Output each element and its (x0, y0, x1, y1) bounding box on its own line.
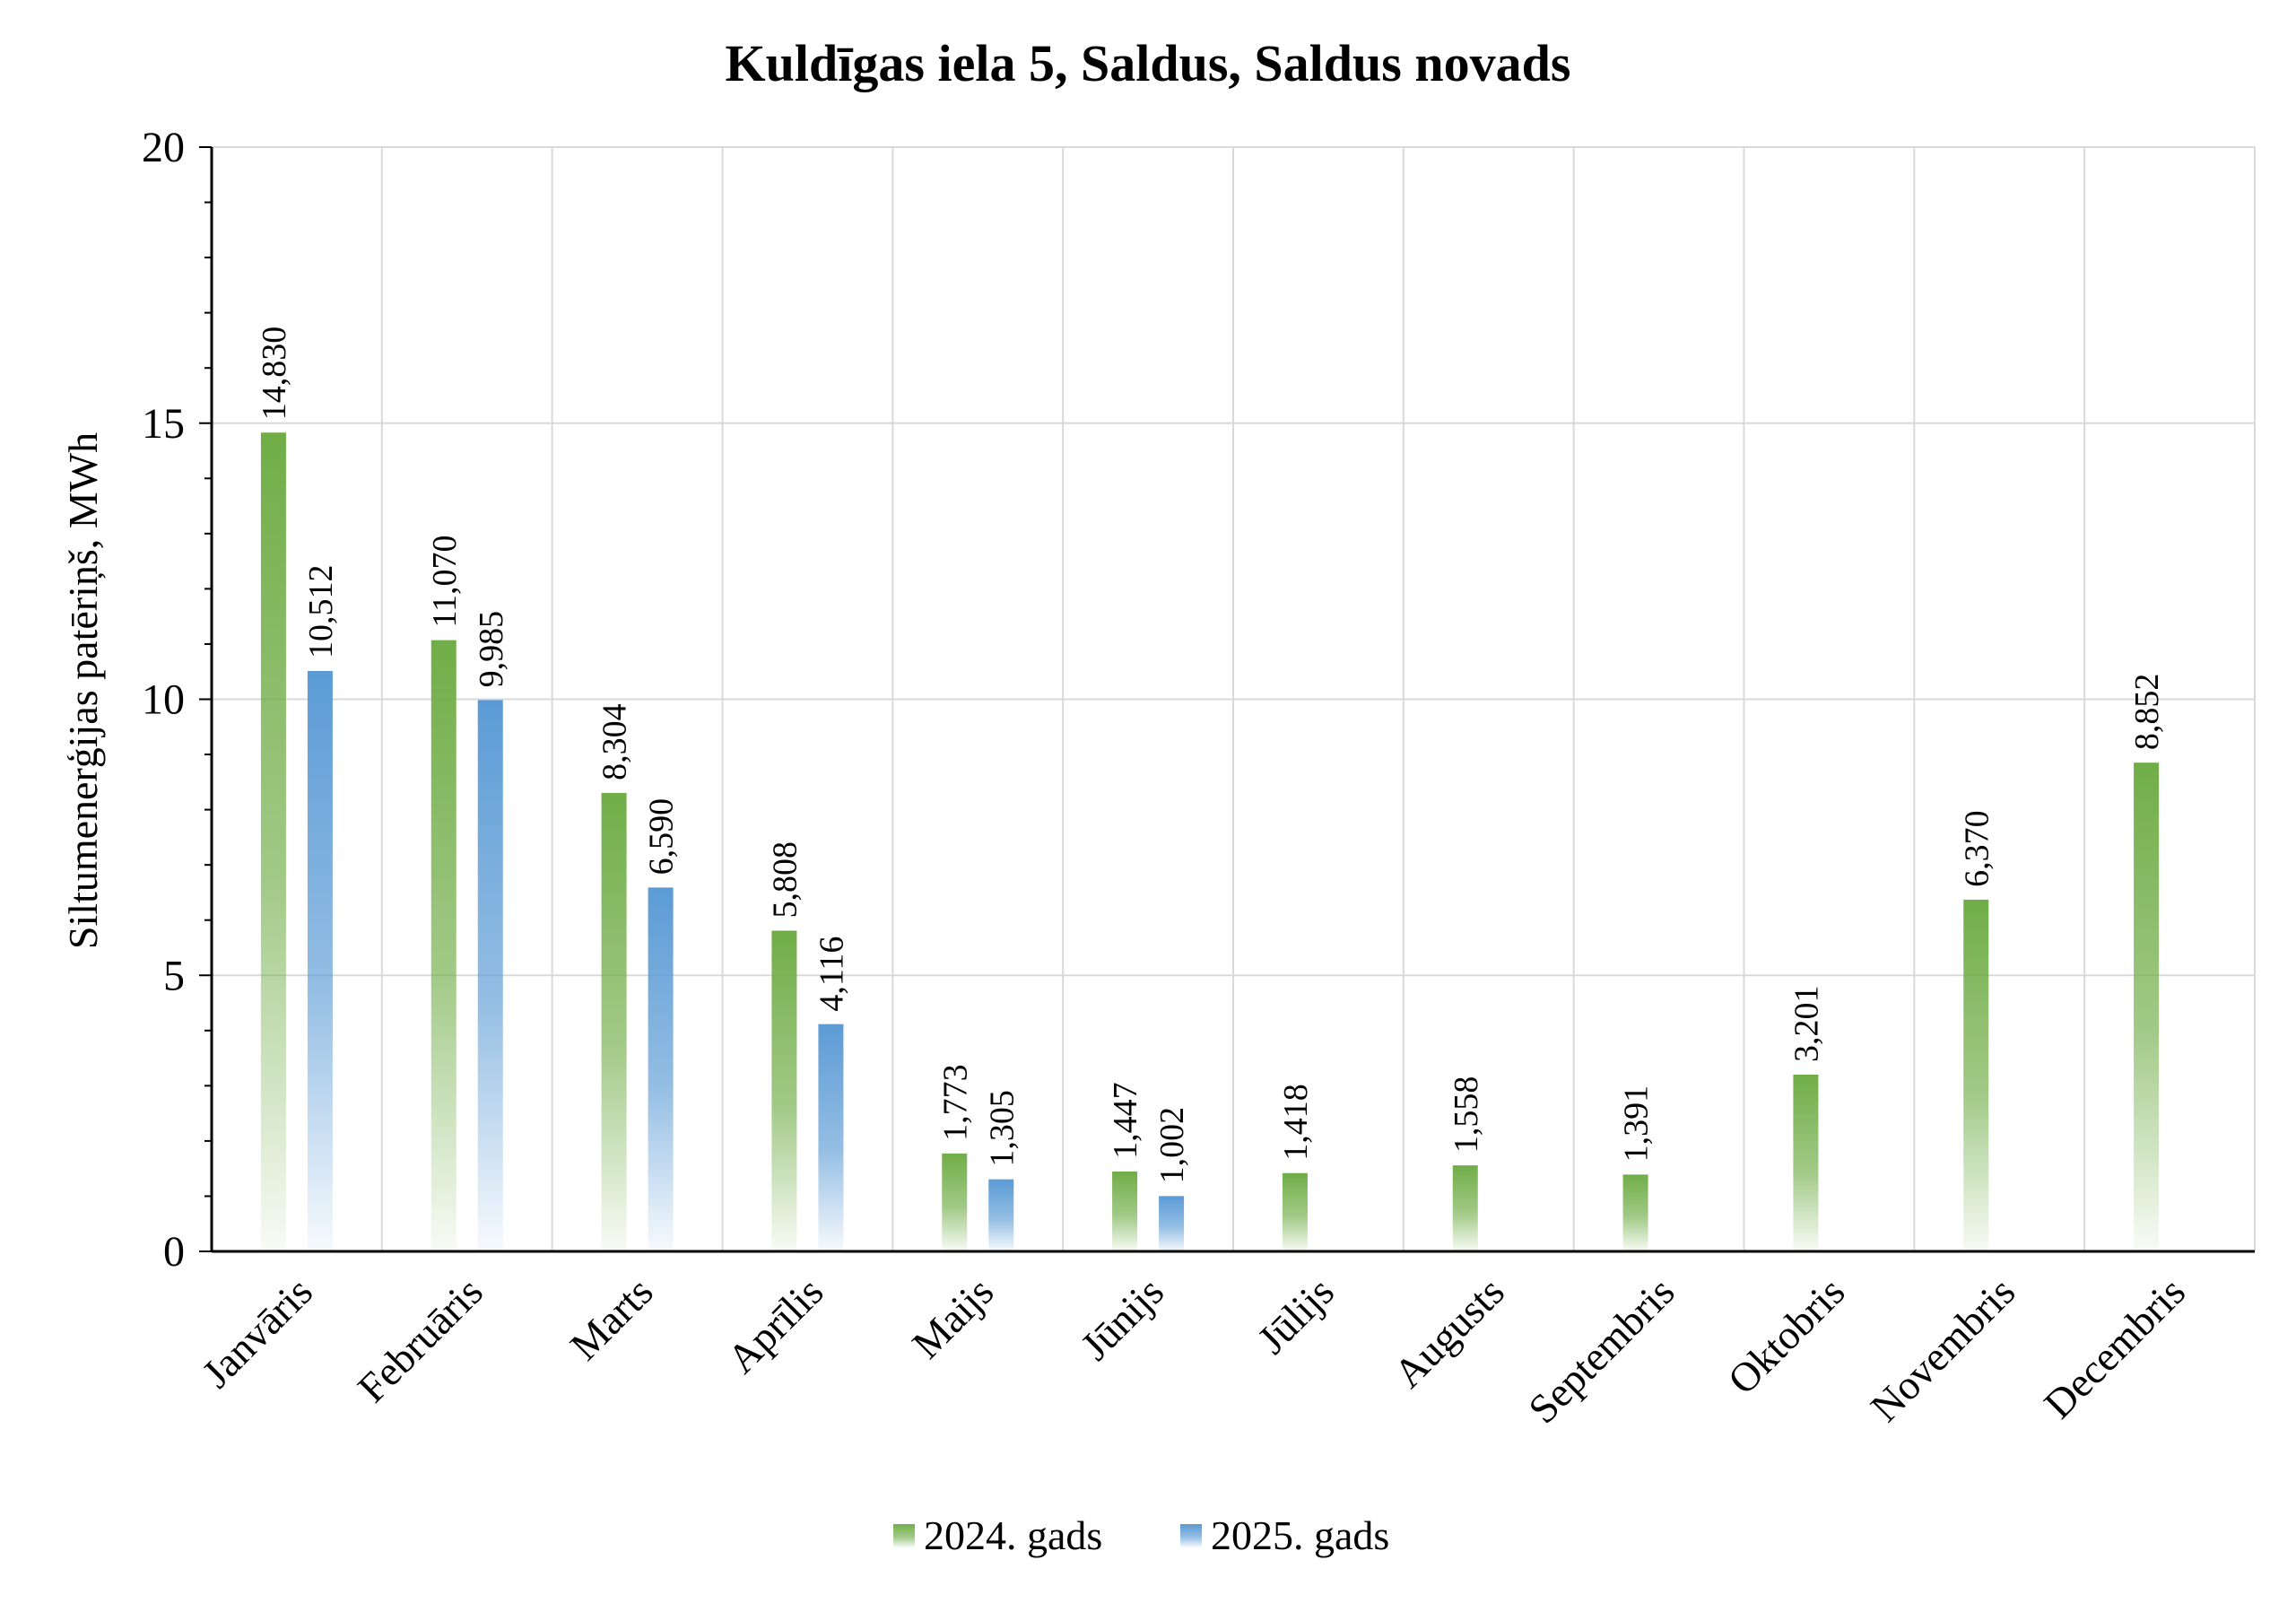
data-label: 1,418 (1277, 1084, 1315, 1161)
x-tick-label: Decembris (2035, 1268, 2194, 1427)
bar-2024-0 (260, 432, 286, 1251)
y-tick-label: 5 (163, 952, 185, 999)
bar-2024-1 (430, 640, 457, 1251)
x-tick-label: Jūnijs (1072, 1268, 1172, 1369)
data-label: 6,590 (643, 798, 681, 876)
x-tick-label: Septembris (1519, 1268, 1683, 1432)
bar-2024-8 (1622, 1174, 1648, 1251)
bar-2025-0 (307, 670, 333, 1251)
bar-2024-5 (1112, 1171, 1138, 1251)
chart-title: Kuldīgas iela 5, Saldus, Saldus novads (726, 34, 1571, 92)
data-label: 6,370 (1958, 810, 1996, 887)
y-axis-title: Siltumenerģijas patēriņš, MWh (60, 432, 106, 949)
x-tick-label: Janvāris (193, 1268, 321, 1397)
bar-2025-2 (648, 887, 674, 1251)
data-label: 10,512 (302, 564, 340, 658)
bar-2024-4 (942, 1153, 968, 1251)
x-tick-label: Oktobris (1719, 1268, 1854, 1403)
bar-2025-5 (1159, 1196, 1185, 1251)
bar-2024-7 (1452, 1165, 1478, 1251)
x-tick-label: Marts (561, 1268, 662, 1369)
axes: 0 5 10 15 20 Janvāris Februāris Marts Aprīlis Mai… (142, 124, 2255, 1432)
data-label: 9,985 (473, 611, 510, 688)
data-label: 1,773 (936, 1064, 974, 1141)
x-tick-label: Jūlijs (1248, 1268, 1343, 1363)
bar-2024-9 (1793, 1074, 1819, 1251)
x-tick-label: Maijs (903, 1268, 1002, 1367)
gridlines (212, 146, 2256, 1251)
bar-2024-6 (1282, 1172, 1308, 1251)
data-label: 14,830 (256, 327, 293, 421)
data-label: 4,116 (813, 937, 850, 1012)
x-tick-label: Aprīlis (718, 1268, 831, 1381)
bar-2024-2 (601, 792, 627, 1251)
bar-2025-1 (477, 700, 503, 1251)
legend-label: 2025. gads (1211, 1512, 1389, 1558)
data-label: 8,852 (2128, 674, 2166, 751)
bar-2024-10 (1963, 899, 1989, 1251)
legend-swatch-2024 (893, 1524, 915, 1547)
data-label: 1,391 (1618, 1085, 1656, 1163)
data-label: 3,201 (1787, 985, 1825, 1062)
y-tick-label: 0 (163, 1228, 185, 1276)
y-tick-label: 15 (142, 400, 185, 448)
data-label: 11,070 (426, 536, 464, 628)
data-label: 1,558 (1448, 1076, 1485, 1154)
data-label: 5,808 (766, 841, 804, 919)
legend-swatch-2025 (1180, 1524, 1202, 1547)
data-label: 1,002 (1153, 1107, 1191, 1184)
bar-2025-4 (988, 1179, 1014, 1251)
data-label: 8,304 (596, 703, 634, 780)
bars (260, 432, 2160, 1251)
legend: 2024. gads 2025. gads (893, 1512, 1389, 1558)
data-label: 1,447 (1107, 1082, 1144, 1159)
bar-2024-11 (2134, 762, 2160, 1251)
y-tick-label: 10 (142, 676, 185, 724)
x-tick-label: Novembris (1862, 1268, 2024, 1431)
data-label: 1,305 (983, 1090, 1021, 1167)
bar-2025-3 (818, 1024, 844, 1251)
x-tick-label: Februāris (349, 1268, 491, 1411)
legend-label: 2024. gads (924, 1512, 1102, 1558)
y-tick-label: 20 (142, 124, 185, 171)
bar-2024-3 (771, 930, 797, 1251)
x-tick-label: Augusts (1385, 1268, 1513, 1397)
